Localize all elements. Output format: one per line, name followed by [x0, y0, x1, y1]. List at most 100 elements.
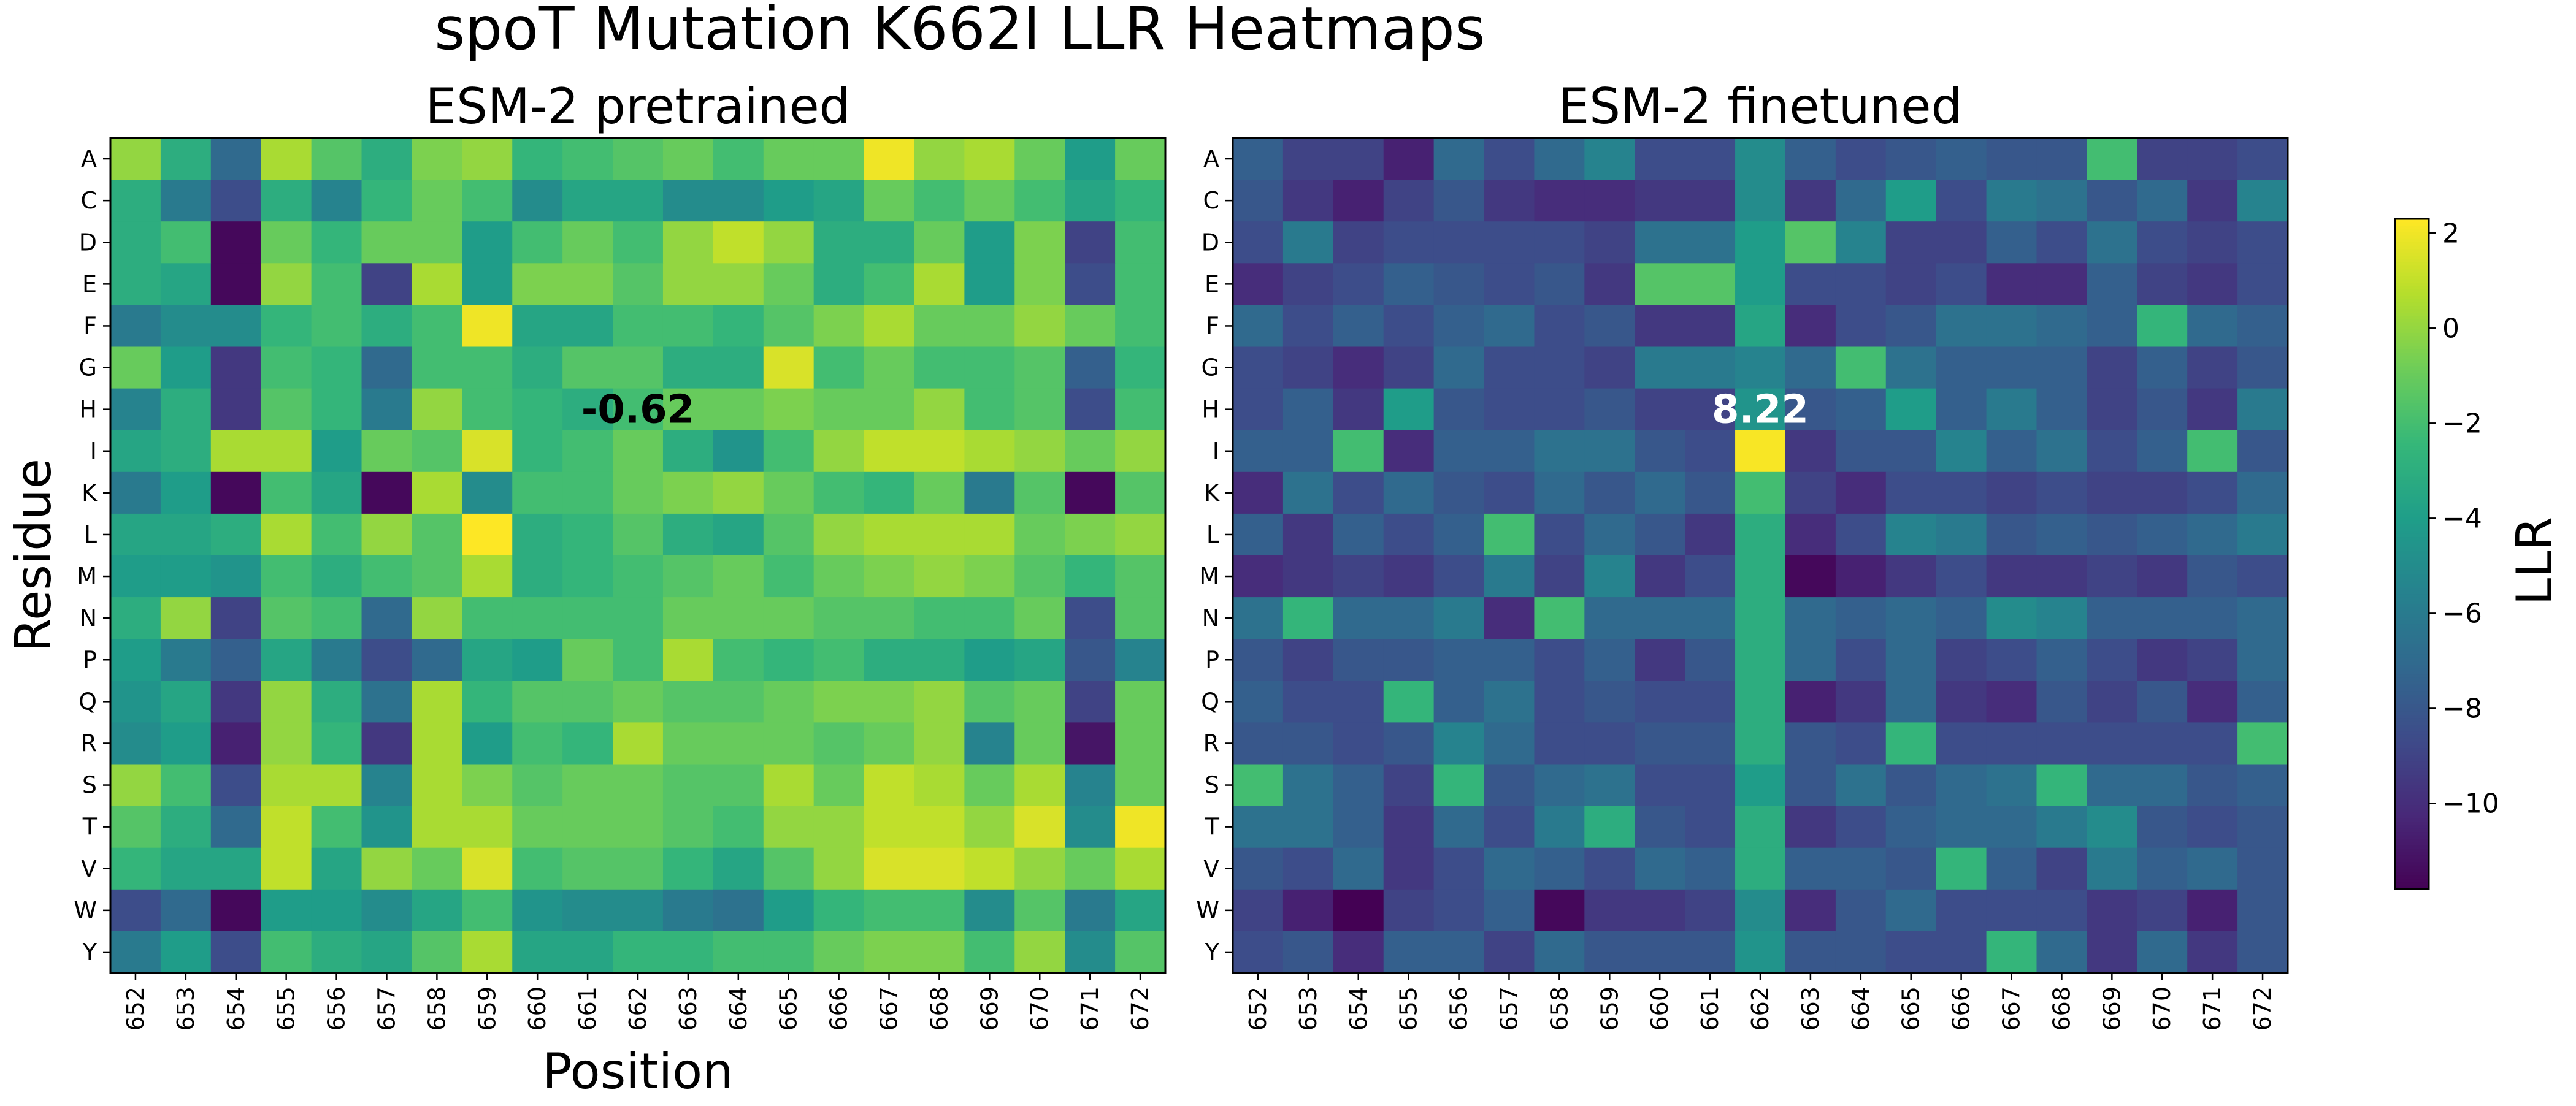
heatmap-cell	[2137, 889, 2188, 932]
heatmap-cell	[1433, 513, 1485, 556]
heatmap-cell	[1584, 346, 1635, 389]
colorbar-gradient-band	[2395, 282, 2429, 287]
colorbar-tick-label: −10	[2442, 788, 2499, 819]
heatmap-cell	[512, 806, 563, 849]
heatmap-cell	[1735, 847, 1786, 890]
heatmap-cell	[2187, 764, 2238, 807]
heatmap-cell	[964, 555, 1015, 598]
heatmap-cell	[813, 806, 865, 849]
heatmap-cell	[2036, 722, 2087, 765]
x-tick-label: 661	[574, 986, 601, 1031]
heatmap-cell	[210, 555, 262, 598]
heatmap-cell	[1534, 180, 1585, 222]
colorbar-gradient-band	[2395, 785, 2429, 789]
colorbar-gradient-band	[2395, 818, 2429, 823]
heatmap-cell	[713, 346, 764, 389]
heatmap-cell	[1885, 221, 1937, 264]
heatmap-cell	[813, 931, 865, 974]
heatmap-cell	[462, 639, 513, 681]
heatmap-cell	[2036, 138, 2087, 180]
heatmap-cell	[1685, 513, 1736, 556]
heatmap-cell	[1785, 555, 1836, 598]
heatmap-cell	[713, 639, 764, 681]
heatmap-cell	[562, 263, 613, 305]
heatmap-cell	[311, 639, 362, 681]
heatmap-cell	[2087, 221, 2137, 264]
heatmap-cell	[412, 889, 462, 932]
y-tick-label: Q	[79, 688, 97, 715]
heatmap-cell	[512, 430, 563, 473]
y-tick-label: S	[82, 772, 97, 799]
colorbar-gradient-band	[2395, 269, 2429, 273]
colorbar-gradient-band	[2395, 410, 2429, 414]
heatmap-cell	[1936, 764, 1987, 807]
heatmap-cell	[1835, 180, 1887, 222]
heatmap-cell	[2137, 847, 2188, 890]
heatmap-cell	[1065, 847, 1116, 890]
heatmap-cell	[1635, 138, 1685, 180]
heatmap-cell	[160, 138, 212, 180]
heatmap-cell	[462, 263, 513, 305]
heatmap-cell	[1233, 388, 1284, 431]
heatmap-cell	[1986, 513, 2037, 556]
heatmap-cell	[1233, 764, 1284, 807]
heatmap-cell	[1433, 847, 1485, 890]
heatmap-cell	[1383, 681, 1435, 723]
heatmap-cell	[512, 346, 563, 389]
colorbar-gradient-band	[2395, 242, 2429, 246]
heatmap-cell	[1685, 806, 1736, 849]
heatmap-cell	[2087, 430, 2137, 473]
heatmap-cell	[1885, 931, 1937, 974]
heatmap-cell	[1885, 305, 1937, 348]
colorbar-gradient-band	[2395, 695, 2429, 699]
heatmap-cell	[2187, 931, 2238, 974]
y-tick-label: P	[1205, 646, 1219, 673]
y-tick-label: A	[81, 145, 97, 172]
heatmap-cell	[662, 138, 714, 180]
colorbar-gradient-band	[2395, 607, 2429, 612]
colorbar-gradient-band	[2395, 497, 2429, 501]
colorbar-gradient-band	[2395, 563, 2429, 568]
heatmap-cell	[662, 639, 714, 681]
heatmap-cell	[412, 639, 462, 681]
heatmap-cell	[1383, 305, 1435, 348]
x-tick-label: 658	[423, 986, 450, 1031]
heatmap-cell	[2237, 471, 2288, 514]
heatmap-cell	[412, 722, 462, 765]
colorbar-gradient-band	[2395, 551, 2429, 555]
heatmap-cell	[914, 806, 965, 849]
colorbar-gradient-band	[2395, 259, 2429, 263]
heatmap-cell	[613, 263, 664, 305]
heatmap-cell	[763, 180, 815, 222]
heatmap-cell	[1282, 471, 1334, 514]
heatmap-cell	[1534, 471, 1585, 514]
heatmap-cell	[1785, 221, 1836, 264]
heatmap-cell	[361, 180, 413, 222]
heatmap-cell	[1383, 722, 1435, 765]
heatmap-cell	[361, 471, 413, 514]
heatmap-cell	[964, 388, 1015, 431]
heatmap-cell	[361, 138, 413, 180]
y-tick-label: W	[74, 897, 97, 924]
heatmap-cell	[110, 597, 161, 639]
heatmap-cell	[160, 180, 212, 222]
heatmap-cell	[412, 555, 462, 598]
colorbar-gradient-band	[2395, 386, 2429, 391]
colorbar-gradient-band	[2395, 416, 2429, 421]
colorbar-gradient-band	[2395, 805, 2429, 809]
colorbar-label: LLR	[2506, 517, 2563, 606]
heatmap-cell	[864, 513, 915, 556]
heatmap-cell	[613, 639, 664, 681]
heatmap-cell	[2087, 764, 2137, 807]
heatmap-cell	[512, 555, 563, 598]
heatmap-cell	[160, 806, 212, 849]
heatmap-cell	[1383, 263, 1435, 305]
heatmap-cell	[1584, 722, 1635, 765]
colorbar-gradient-band	[2395, 406, 2429, 411]
heatmap-cell	[412, 221, 462, 264]
heatmap-cell	[2137, 221, 2188, 264]
heatmap-cell	[1635, 180, 1685, 222]
heatmap-cell	[160, 597, 212, 639]
x-tick-label: 665	[1898, 986, 1925, 1031]
